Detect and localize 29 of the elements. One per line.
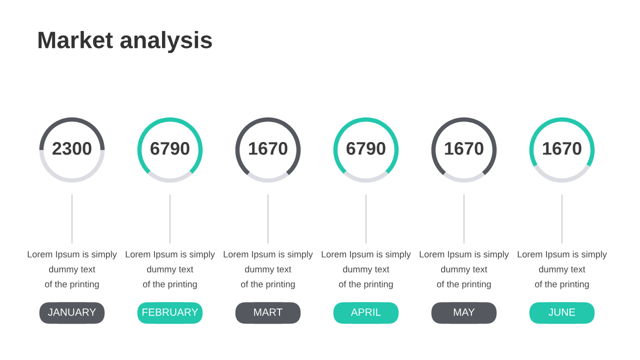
donut-slice (333, 117, 399, 174)
donut-slice (344, 170, 388, 183)
donut-slice (235, 117, 301, 176)
donut-slice (148, 170, 192, 183)
text: 2300 (52, 142, 92, 155)
text: Lorem Ipsum is simply dummy text of the printing (28, 250, 117, 290)
text: JANUARY (48, 308, 96, 316)
text: Lorem Ipsum is simply dummy text of the printing (518, 250, 607, 290)
text: MART (254, 308, 282, 316)
donut-slice (443, 172, 485, 183)
text: Lorem Ipsum is simply dummy text of the printing (224, 250, 313, 290)
text: 6790 (346, 142, 386, 155)
text: 1670 (445, 142, 484, 155)
donut-slice (529, 117, 595, 167)
text: MAY (454, 308, 475, 316)
text: Lorem Ipsum is simply dummy text of the printing (126, 250, 215, 290)
text: JUNE (548, 308, 576, 316)
text: Market analysis (38, 30, 212, 54)
text: 1670 (543, 142, 582, 155)
donut-slice (431, 117, 497, 176)
text: 1670 (249, 142, 288, 155)
text: Lorem Ipsum is simply dummy text of the printing (420, 250, 509, 290)
text: Lorem Ipsum is simply dummy text of the printing (322, 250, 411, 290)
text: APRIL (350, 308, 381, 316)
text: FEBRUARY (142, 308, 198, 316)
donut-slice (137, 117, 203, 174)
donut-slice (247, 172, 289, 183)
donut-slice (534, 164, 590, 183)
text: 6790 (150, 142, 190, 155)
